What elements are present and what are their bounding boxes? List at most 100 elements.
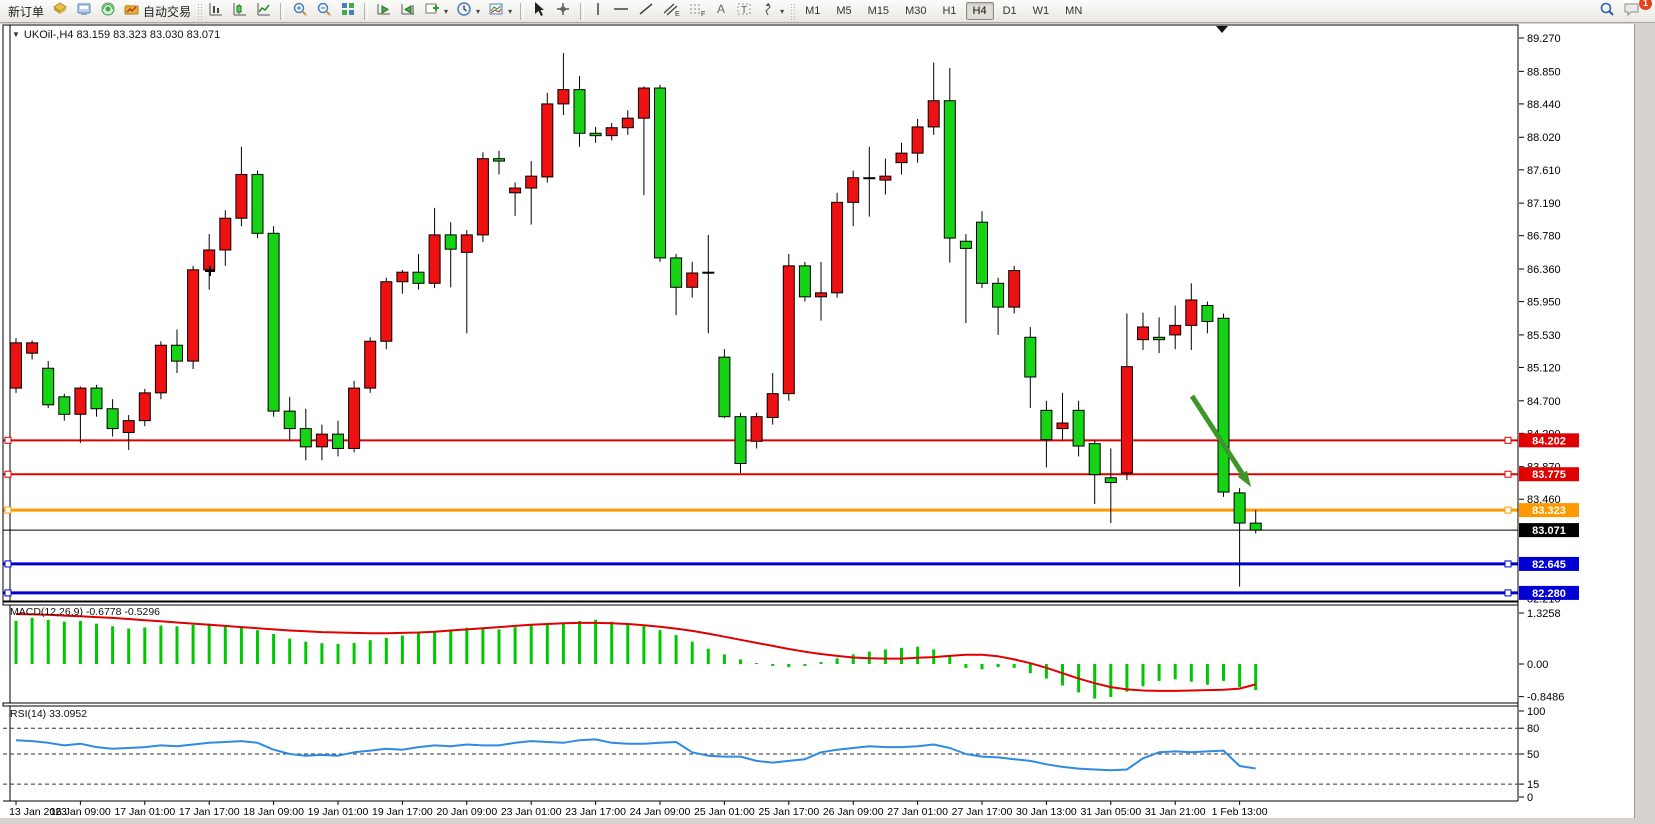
svg-text:F: F: [701, 11, 705, 17]
signal-button[interactable]: [96, 1, 120, 21]
chart-shift-marker[interactable]: [1216, 26, 1228, 33]
candlestick-chart-icon: [232, 1, 248, 22]
chart-title: ▼ UKOil-,H4 83.159 83.323 83.030 83.071: [12, 29, 221, 41]
svg-text:86.780: 86.780: [1527, 231, 1561, 243]
cross-marker-object[interactable]: [205, 266, 215, 276]
svg-text:88.020: 88.020: [1527, 132, 1561, 144]
tab-m15[interactable]: M15: [867, 5, 890, 17]
chart-shift-button[interactable]: [396, 1, 420, 21]
chart-canvas[interactable]: 89.270 88.850 88.440 88.020 87.610 87.190 86.7…: [0, 24, 1634, 818]
sell-arrow-head[interactable]: [1237, 470, 1251, 487]
chevron-down-icon: ▾: [476, 6, 481, 16]
rsi-level-lines: [3, 727, 1518, 785]
svg-text:31 Jan 05:00: 31 Jan 05:00: [1080, 806, 1141, 818]
tab-m30[interactable]: M30: [905, 5, 927, 17]
svg-text:17 Jan 17:00: 17 Jan 17:00: [179, 806, 240, 818]
svg-text:0: 0: [1527, 792, 1533, 804]
auto-trading-button[interactable]: 自动交易: [120, 1, 195, 21]
chevron-down-icon: ▾: [508, 6, 513, 16]
annotations[interactable]: [205, 26, 1251, 487]
svg-text:83.323: 83.323: [1532, 505, 1566, 517]
history-icon: [52, 1, 68, 22]
hline-handle[interactable]: [4, 589, 12, 597]
vertical-line-button[interactable]: [588, 1, 608, 21]
svg-text:83.071: 83.071: [1532, 525, 1566, 537]
auto-scroll-button[interactable]: [372, 1, 396, 21]
chat-icon: [1623, 1, 1641, 22]
hline-handle[interactable]: [4, 470, 12, 478]
text-label-icon: T: [736, 1, 752, 22]
zoom-out-button[interactable]: [312, 1, 336, 21]
tab-w1[interactable]: W1: [1032, 5, 1050, 17]
line-chart-button[interactable]: [252, 1, 276, 21]
toolbar-grip: [197, 2, 203, 20]
new-chart-icon: [424, 1, 440, 22]
pane-divider[interactable]: [2, 601, 1519, 606]
arrows-button[interactable]: ▾: [756, 1, 788, 21]
horizontal-line-button[interactable]: [608, 1, 634, 21]
new-chart-button[interactable]: ▾: [420, 1, 452, 21]
svg-text:85.120: 85.120: [1527, 362, 1561, 374]
hline-handle[interactable]: [4, 436, 12, 444]
symbol-dropdown-icon[interactable]: ▼: [12, 30, 20, 39]
chart-shift-icon: [400, 1, 416, 22]
text-button[interactable]: A: [710, 1, 732, 21]
equidistant-channel-button[interactable]: E: [658, 1, 684, 21]
hline-handle[interactable]: [1504, 436, 1512, 444]
tab-mn[interactable]: MN: [1065, 5, 1083, 17]
terminal-button[interactable]: [72, 1, 96, 21]
crosshair-button[interactable]: [550, 1, 576, 21]
text-label-button[interactable]: T: [732, 1, 756, 21]
svg-text:23 Jan 17:00: 23 Jan 17:00: [565, 806, 626, 818]
candlestick-chart-button[interactable]: [228, 1, 252, 21]
tile-windows-button[interactable]: [336, 1, 360, 21]
hline-handle[interactable]: [1504, 470, 1512, 478]
pane-divider[interactable]: [2, 702, 1519, 707]
toolbar-separator: [520, 2, 525, 20]
cursor-button[interactable]: [528, 1, 550, 21]
macd-signal-line: [15, 613, 1256, 692]
hline-handle[interactable]: [4, 506, 12, 514]
tab-h1[interactable]: H1: [942, 5, 957, 17]
tab-m5[interactable]: M5: [836, 5, 852, 17]
svg-text:20 Jan 09:00: 20 Jan 09:00: [436, 806, 497, 818]
period-button[interactable]: ▾: [452, 1, 484, 21]
zoom-in-button[interactable]: [288, 1, 312, 21]
svg-text:88.440: 88.440: [1527, 99, 1561, 111]
tab-h4[interactable]: H4: [965, 2, 994, 20]
hline-handle[interactable]: [1504, 589, 1512, 597]
hline-handle[interactable]: [4, 560, 12, 568]
line-chart-icon: [256, 1, 272, 22]
svg-text:82.280: 82.280: [1532, 588, 1566, 600]
chevron-down-icon: ▾: [444, 6, 449, 16]
chat-button[interactable]: 1: [1619, 0, 1652, 22]
svg-text:27 Jan 01:00: 27 Jan 01:00: [887, 806, 948, 818]
svg-text:80: 80: [1527, 723, 1539, 735]
new-order-button[interactable]: 新订单: [4, 1, 48, 21]
svg-text:85.530: 85.530: [1527, 330, 1561, 342]
svg-text:18 Jan 09:00: 18 Jan 09:00: [243, 806, 304, 818]
zoom-in-icon: [292, 1, 308, 22]
price-tag-82.645: [1519, 556, 1579, 571]
svg-text:23 Jan 01:00: 23 Jan 01:00: [501, 806, 562, 818]
trendline-button[interactable]: [634, 1, 658, 21]
svg-text:0.00: 0.00: [1527, 659, 1548, 671]
svg-text:19 Jan 01:00: 19 Jan 01:00: [308, 806, 369, 818]
chevron-down-icon: ▾: [780, 6, 785, 16]
tab-d1[interactable]: D1: [1002, 5, 1017, 17]
history-button[interactable]: [48, 1, 72, 21]
svg-text:16 Jan 09:00: 16 Jan 09:00: [50, 806, 111, 818]
svg-text:83.775: 83.775: [1532, 469, 1566, 481]
svg-text:1.3258: 1.3258: [1527, 608, 1561, 620]
hline-handle[interactable]: [1504, 506, 1512, 514]
fibonacci-button[interactable]: F: [684, 1, 710, 21]
search-button[interactable]: [1595, 1, 1619, 21]
tab-m1[interactable]: M1: [805, 5, 821, 17]
sell-arrow-object[interactable]: [1189, 394, 1245, 475]
bar-chart-button[interactable]: [204, 1, 228, 21]
template-button[interactable]: ▾: [484, 1, 516, 21]
hline-handle[interactable]: [1504, 560, 1512, 568]
pane-frames: [2, 24, 1519, 802]
